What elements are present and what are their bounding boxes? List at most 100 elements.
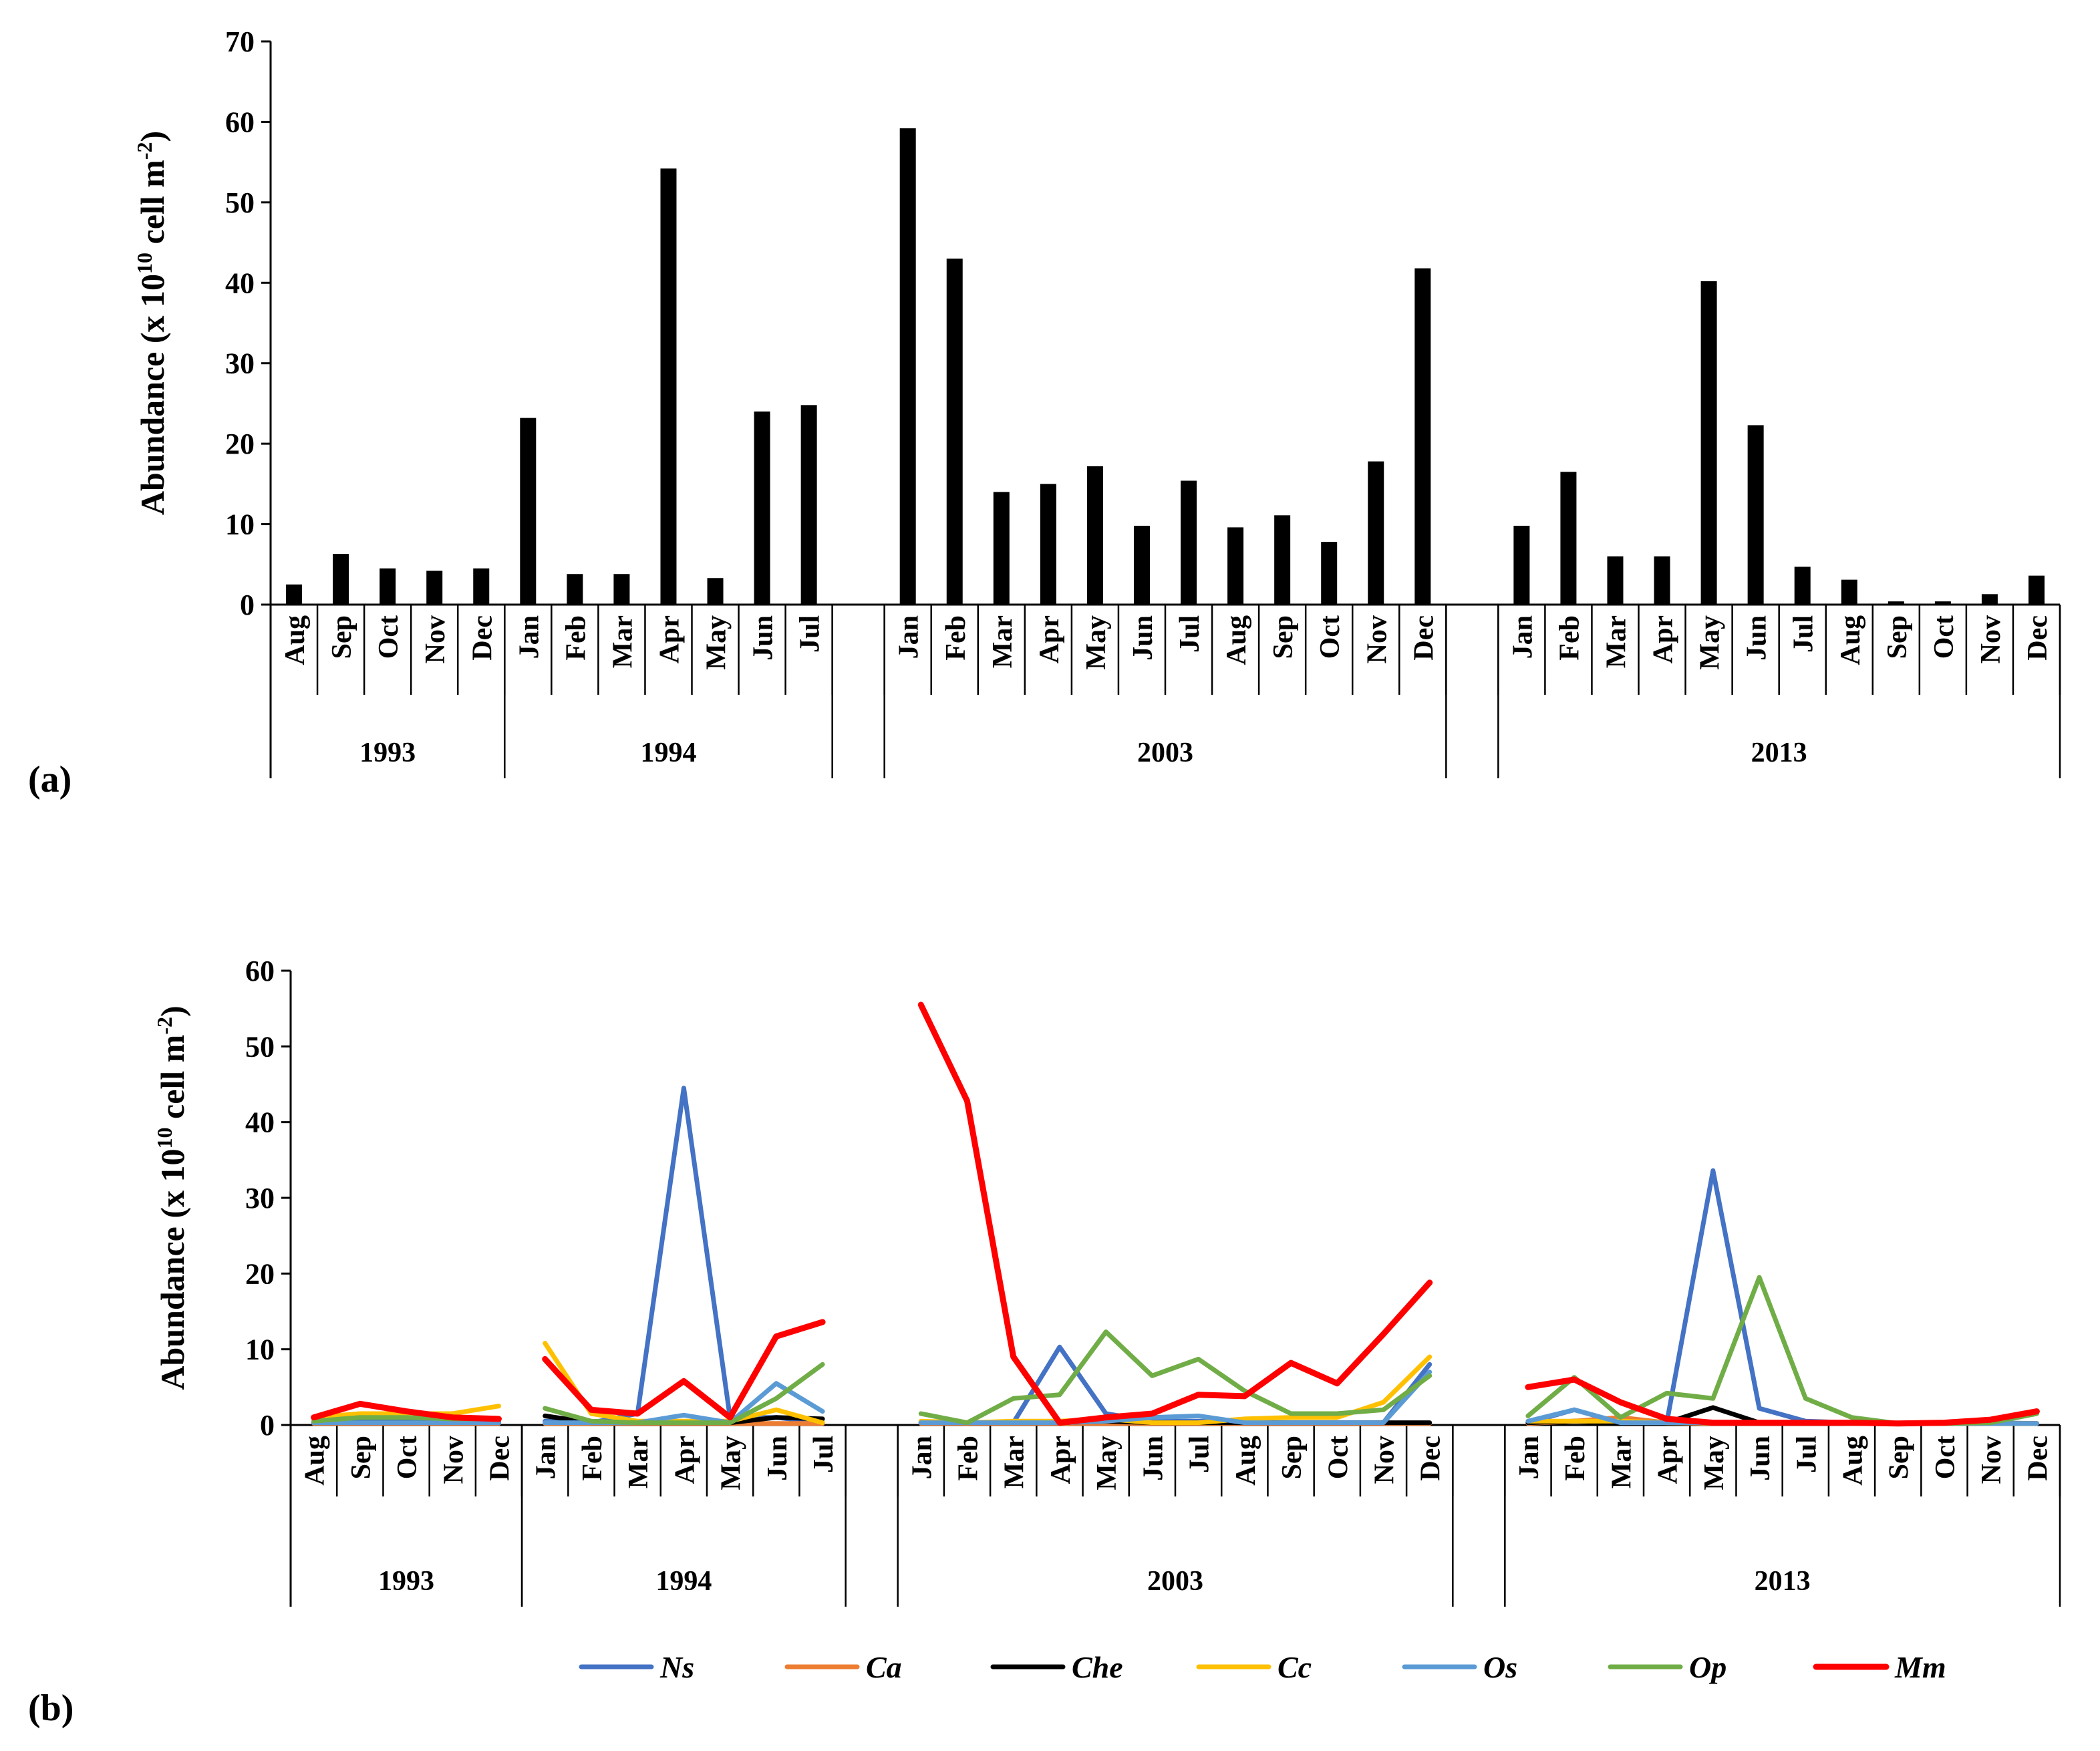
- b-month-label: Aug: [1231, 1436, 1261, 1486]
- b-month-label: Jan: [531, 1436, 562, 1479]
- b-month-label: Jun: [762, 1436, 793, 1481]
- legend-label-cc: Cc: [1278, 1650, 1312, 1684]
- b-month-label: Mar: [623, 1436, 654, 1488]
- a-month-label: Sep: [327, 615, 357, 659]
- a-y-axis-title-part: 10: [132, 253, 156, 274]
- bar-2003-mar: [993, 492, 1010, 605]
- bar-2013-mar: [1607, 556, 1624, 605]
- b-month-label: Oct: [1930, 1436, 1961, 1479]
- b-month-label: Nov: [1370, 1436, 1400, 1484]
- line-ns-1994: [543, 1086, 825, 1426]
- bar-2003-aug: [1227, 527, 1244, 605]
- bar-2003-feb: [946, 259, 963, 605]
- b-month-label: May: [1092, 1436, 1122, 1490]
- b-panel-label: (b): [28, 1688, 73, 1729]
- bar-1993-oct: [380, 568, 396, 605]
- a-month-label: Jul: [1789, 615, 1819, 653]
- b-month-label: Feb: [577, 1436, 608, 1481]
- line-os-2003: [918, 1370, 1433, 1426]
- a-y-tick-label: 70: [225, 25, 255, 58]
- bar-1993-nov: [426, 571, 443, 605]
- b-month-label: Apr: [1653, 1436, 1684, 1484]
- legend-label-ns: Ns: [659, 1650, 694, 1684]
- a-month-label: Nov: [420, 615, 451, 663]
- a-year-label-2013: 2013: [1751, 738, 1807, 768]
- bar-1993-dec: [473, 568, 490, 605]
- bar-2003-nov: [1368, 461, 1384, 605]
- legend-label-ca: Ca: [866, 1650, 902, 1684]
- b-month-label: Apr: [669, 1436, 700, 1484]
- a-y-tick-label: 10: [225, 508, 255, 541]
- a-month-label: Feb: [561, 615, 591, 661]
- b-y-tick-label: 10: [245, 1333, 275, 1366]
- a-month-label: Jul: [1175, 615, 1205, 653]
- bar-2013-may: [1700, 281, 1717, 605]
- b-y-tick-label: 30: [245, 1182, 275, 1215]
- a-month-label: May: [1695, 615, 1726, 670]
- a-year-label-1993: 1993: [359, 738, 416, 768]
- b-y-axis-title-part: Abundance (x 10: [154, 1148, 191, 1390]
- bar-1993-aug: [286, 584, 303, 605]
- bar-2003-sep: [1274, 515, 1291, 605]
- a-y-axis-title-part: ): [134, 131, 171, 142]
- a-month-label: Aug: [1221, 615, 1252, 665]
- a-month-label: Jun: [748, 615, 779, 661]
- a-month-label: Apr: [654, 615, 685, 663]
- line-op-2003: [918, 1329, 1433, 1426]
- a-month-label: Aug: [280, 615, 311, 665]
- bar-1994-jan: [520, 418, 537, 605]
- legend-label-op: Op: [1689, 1650, 1727, 1684]
- bar-2003-oct: [1321, 542, 1338, 605]
- b-y-axis-title-part: ): [154, 1005, 191, 1017]
- series-ns: [311, 1086, 2039, 1426]
- b-month-label: Jun: [1138, 1436, 1169, 1481]
- a-year-label-2003: 2003: [1137, 738, 1193, 768]
- a-month-label: Oct: [1929, 615, 1960, 659]
- bar-2013-apr: [1654, 556, 1670, 605]
- bar-2003-may: [1086, 466, 1103, 605]
- b-month-label: Jul: [1791, 1436, 1822, 1473]
- b-month-label: Mar: [1000, 1436, 1030, 1488]
- bar-2013-jul: [1794, 567, 1811, 605]
- b-y-axis-title-part: -2: [152, 1017, 176, 1035]
- bar-1993-sep: [333, 554, 349, 605]
- b-month-label: May: [716, 1436, 747, 1490]
- b-month-label: Sep: [1884, 1436, 1915, 1479]
- a-month-label: Oct: [1315, 615, 1346, 659]
- bar-2013-oct: [1934, 601, 1951, 605]
- bar-2003-jan: [899, 128, 916, 605]
- a-month-label: Mar: [988, 615, 1018, 668]
- line-mm-2003: [917, 1001, 1433, 1426]
- a-month-label: Sep: [1268, 615, 1299, 659]
- b-month-label: May: [1699, 1436, 1730, 1490]
- b-year-label-2003: 2003: [1147, 1566, 1203, 1597]
- b-month-label: Jul: [1185, 1436, 1215, 1473]
- b-month-label: Dec: [485, 1436, 516, 1481]
- legend-label-os: Os: [1483, 1650, 1517, 1684]
- b-y-tick-label: 20: [245, 1257, 275, 1290]
- b-month-label: Dec: [2022, 1436, 2053, 1481]
- a-month-label: Jul: [795, 615, 826, 653]
- bar-2013-jan: [1513, 525, 1530, 605]
- a-month-label: May: [1081, 615, 1112, 670]
- a-y-tick-label: 50: [225, 186, 255, 219]
- a-y-tick-label: 30: [225, 347, 255, 380]
- b-month-label: Dec: [1416, 1436, 1447, 1481]
- legend-label-mm: Mm: [1894, 1650, 1946, 1684]
- a-month-label: Jan: [894, 615, 925, 659]
- b-month-label: Oct: [1323, 1436, 1354, 1479]
- line-mm-2013: [1525, 1376, 2040, 1427]
- a-month-label: Feb: [1554, 615, 1585, 661]
- a-y-tick-label: 60: [225, 106, 255, 138]
- bar-1994-jul: [800, 405, 817, 605]
- a-month-label: Dec: [2022, 615, 2053, 661]
- line-op-2013: [1525, 1275, 2039, 1426]
- line-mm-1994: [542, 1319, 826, 1421]
- a-panel-label: (a): [28, 759, 71, 800]
- a-y-axis-title: Abundance (x 1010 cell m-2): [132, 131, 171, 515]
- a-month-label: Jun: [1742, 615, 1773, 661]
- b-y-tick-label: 40: [245, 1106, 275, 1139]
